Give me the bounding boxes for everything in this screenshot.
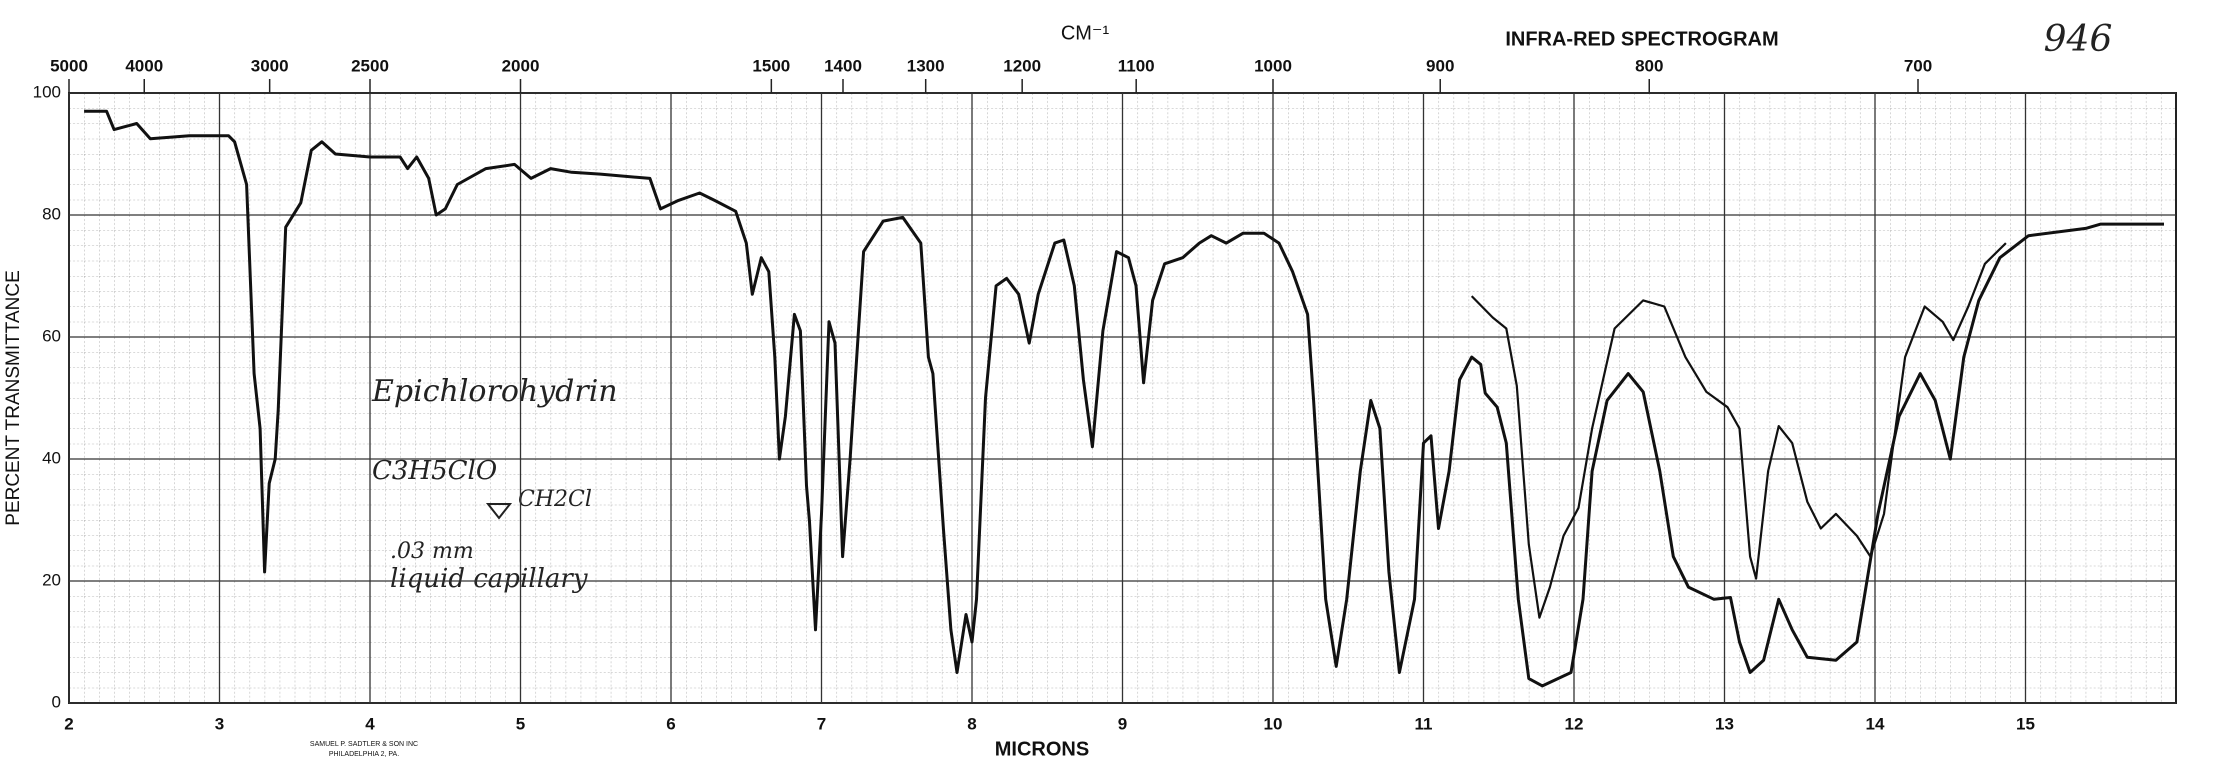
x-tick-label: 2 [64, 714, 73, 733]
note: .03 mm [390, 539, 474, 564]
y-tick-label: 40 [42, 448, 61, 467]
x-tick-label: 3 [215, 714, 224, 733]
x2-tick-label: 5000 [50, 56, 88, 75]
note: Epichlorohydrin [371, 374, 618, 409]
note: C3H5ClO [372, 456, 497, 486]
x2-tick-label: 4000 [125, 56, 163, 75]
y-tick-label: 100 [33, 82, 61, 101]
x2-tick-label: 1200 [1003, 56, 1041, 75]
chart-title: INFRA-RED SPECTROGRAM [1505, 28, 1778, 50]
x-axis-label: MICRONS [995, 738, 1089, 760]
x2-tick-label: 1300 [907, 56, 945, 75]
publisher: SAMUEL P. SADTLER & SON INC [310, 741, 418, 748]
y-tick-label: 80 [42, 204, 61, 223]
y-tick-label: 20 [42, 570, 61, 589]
x-tick-label: 11 [1415, 714, 1433, 733]
x2-tick-label: 1400 [824, 56, 862, 75]
note: liquid capillary [390, 564, 588, 594]
spectrum-line [84, 109, 2164, 688]
x-tick-label: 15 [2016, 714, 2035, 733]
x2-tick-label: 3000 [251, 56, 289, 75]
epoxide-ring [485, 503, 513, 520]
x2-tick-label: 1100 [1118, 56, 1155, 75]
annotation: 946 [2044, 19, 2113, 60]
x2-tick-label: 900 [1426, 56, 1454, 75]
x-tick-label: 8 [967, 714, 976, 733]
x2-tick-label: 2000 [502, 56, 540, 75]
x2-tick-label: 700 [1904, 56, 1932, 75]
x-tick-label: 14 [1866, 714, 1885, 733]
x-tick-label: 7 [817, 714, 826, 733]
y-tick-label: 60 [42, 326, 61, 345]
y-axis-label: PERCENT TRANSMITTANCE [3, 270, 24, 525]
x2-tick-label: 2500 [351, 56, 389, 75]
x2-tick-label: 1500 [752, 56, 790, 75]
x-tick-label: 13 [1715, 714, 1734, 733]
x-tick-label: 10 [1264, 714, 1283, 733]
x-tick-label: 9 [1118, 714, 1127, 733]
x2-tick-label: 1000 [1254, 56, 1292, 75]
x-tick-label: 4 [365, 714, 375, 733]
x-tick-label: 12 [1565, 714, 1584, 733]
spectrum-line [1470, 242, 2007, 619]
x2-axis-label: CM⁻¹ [1061, 22, 1110, 44]
publisher: PHILADELPHIA 2, PA. [329, 751, 399, 758]
y-tick-label: 0 [52, 692, 61, 711]
x-tick-label: 5 [516, 714, 525, 733]
note: CH2Cl [518, 487, 592, 512]
x2-tick-label: 800 [1635, 56, 1663, 75]
x-tick-label: 6 [666, 714, 675, 733]
